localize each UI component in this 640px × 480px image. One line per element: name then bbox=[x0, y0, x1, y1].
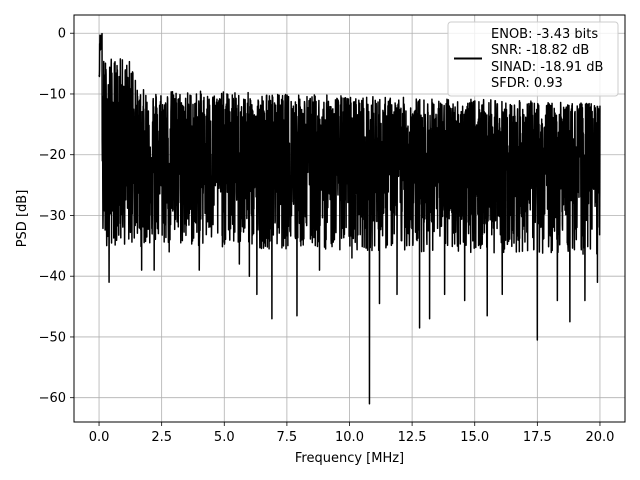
psd-trace bbox=[98, 32, 601, 405]
y-tick-label: −60 bbox=[39, 391, 66, 406]
legend-sfdr: SFDR: 0.93 bbox=[491, 76, 563, 91]
legend-box bbox=[447, 21, 619, 97]
x-tick-label: 7.5 bbox=[277, 430, 298, 445]
x-axis-ticks: 0.0 2.5 5.0 7.5 10.0 12.5 15.0 17.5 20.0 bbox=[89, 422, 614, 445]
y-axis-ticks: 0 −10 −20 −30 −40 −50 −60 bbox=[39, 27, 74, 406]
legend: ENOB: -3.43 bits SNR: -18.82 dB SINAD: -… bbox=[447, 21, 619, 97]
legend-enob: ENOB: -3.43 bits bbox=[491, 27, 598, 42]
x-tick-label: 17.5 bbox=[523, 430, 552, 445]
x-axis-label: Frequency [MHz] bbox=[295, 451, 404, 466]
x-tick-label: 0.0 bbox=[89, 430, 110, 445]
y-tick-label: −30 bbox=[39, 209, 66, 224]
x-tick-label: 12.5 bbox=[398, 430, 427, 445]
legend-sinad: SINAD: -18.91 dB bbox=[491, 60, 603, 75]
y-tick-label: −40 bbox=[39, 270, 66, 285]
psd-series bbox=[98, 32, 601, 405]
x-tick-label: 5.0 bbox=[214, 430, 235, 445]
y-tick-label: −50 bbox=[39, 330, 66, 345]
x-tick-label: 15.0 bbox=[460, 430, 489, 445]
x-tick-label: 2.5 bbox=[151, 430, 172, 445]
y-tick-label: −10 bbox=[39, 87, 66, 102]
x-tick-label: 10.0 bbox=[335, 430, 364, 445]
legend-snr: SNR: -18.82 dB bbox=[491, 43, 589, 58]
x-tick-label: 20.0 bbox=[585, 430, 614, 445]
y-tick-label: −20 bbox=[39, 148, 66, 163]
y-tick-label: 0 bbox=[58, 27, 66, 42]
y-axis-label: PSD [dB] bbox=[15, 190, 30, 248]
